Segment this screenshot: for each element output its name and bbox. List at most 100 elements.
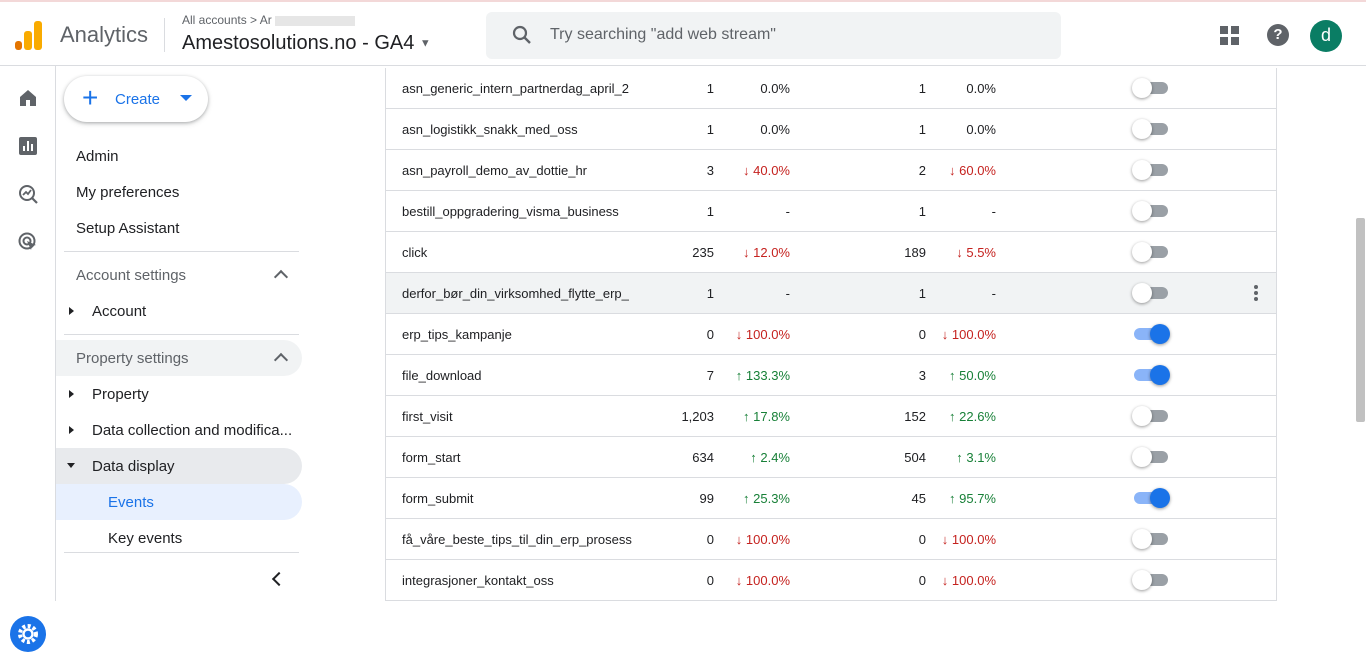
event-name[interactable]: få_våre_beste_tips_til_din_erp_prosess <box>402 532 632 547</box>
event-name[interactable]: form_start <box>402 450 461 465</box>
key-event-toggle[interactable] <box>1132 160 1168 180</box>
nav-events[interactable]: Events <box>108 494 154 511</box>
expand-arrow-icon[interactable] <box>69 390 74 398</box>
more-options-icon[interactable] <box>1254 285 1258 301</box>
event-count: 634 <box>692 450 714 465</box>
event-name[interactable]: first_visit <box>402 409 453 424</box>
key-event-toggle[interactable] <box>1132 119 1168 139</box>
table-row[interactable]: first_visit 1,203 ↑ 17.8% 152 ↑ 22.6% <box>386 396 1276 437</box>
event-name[interactable]: click <box>402 245 428 260</box>
help-icon[interactable]: ? <box>1267 24 1289 46</box>
trend-arrow-icon: ↓ <box>735 573 746 588</box>
search-placeholder[interactable]: Try searching "add web stream" <box>550 26 776 43</box>
account-settings-header[interactable]: Account settings <box>76 267 187 284</box>
key-event-toggle[interactable] <box>1132 570 1168 590</box>
change-value: 95.7% <box>959 491 996 506</box>
key-event-toggle[interactable] <box>1132 283 1168 303</box>
event-name[interactable]: bestill_oppgradering_visma_business <box>402 204 619 219</box>
explore-icon[interactable] <box>18 184 38 204</box>
analytics-logo-icon[interactable] <box>15 20 43 50</box>
home-icon[interactable] <box>18 88 38 108</box>
table-row[interactable]: bestill_oppgradering_visma_business 1 - 1 - <box>386 191 1276 232</box>
key-event-toggle[interactable] <box>1132 242 1168 262</box>
property-settings-header[interactable]: Property settings <box>76 350 189 367</box>
table-row[interactable]: integrasjoner_kontakt_oss 0 ↓ 100.0% 0 ↓ 100… <box>386 560 1276 601</box>
chevron-up-icon[interactable] <box>273 269 289 285</box>
nav-data-collection[interactable]: Data collection and modifica... <box>92 422 293 439</box>
table-row[interactable]: erp_tips_kampanje 0 ↓ 100.0% 0 ↓ 100.0% <box>386 314 1276 355</box>
table-row[interactable]: form_start 634 ↑ 2.4% 504 ↑ 3.1% <box>386 437 1276 478</box>
app-name[interactable]: Analytics <box>60 22 149 47</box>
breadcrumb-text[interactable]: All accounts > Ar <box>182 13 272 27</box>
key-event-toggle[interactable] <box>1132 529 1168 549</box>
table-row[interactable]: asn_logistikk_snakk_med_oss 1 0.0% 1 0.0% <box>386 109 1276 150</box>
event-name[interactable]: asn_payroll_demo_av_dottie_hr <box>402 163 588 178</box>
collapse-arrow-icon[interactable] <box>67 463 75 468</box>
trend-arrow-icon: ↓ <box>949 163 960 178</box>
table-row[interactable]: asn_generic_intern_partnerdag_april_2 1 0.… <box>386 68 1276 109</box>
trend-arrow-icon: ↑ <box>949 409 960 424</box>
trend-arrow-icon: ↓ <box>743 163 754 178</box>
table-row[interactable]: derfor_bør_din_virksomhed_flytte_erp_ 1 - 1… <box>386 273 1276 314</box>
dropdown-arrow-icon[interactable] <box>180 95 192 101</box>
table-row[interactable]: få_våre_beste_tips_til_din_erp_prosess 0 ↓… <box>386 519 1276 560</box>
nav-setup-assistant[interactable]: Setup Assistant <box>76 220 180 237</box>
change-value: - <box>785 286 790 301</box>
reports-icon[interactable] <box>18 136 38 156</box>
chevron-left-icon[interactable] <box>271 571 287 587</box>
event-name[interactable]: asn_logistikk_snakk_med_oss <box>402 122 578 137</box>
expand-arrow-icon[interactable] <box>69 307 74 315</box>
event-count: 1 <box>706 286 714 301</box>
table-row[interactable]: form_submit 99 ↑ 25.3% 45 ↑ 95.7% <box>386 478 1276 519</box>
property-picker[interactable]: Amestosolutions.no - GA4 ▼ <box>182 32 431 55</box>
key-event-toggle[interactable] <box>1134 365 1170 385</box>
nav-account[interactable]: Account <box>92 303 147 320</box>
event-name[interactable]: erp_tips_kampanje <box>402 327 512 342</box>
change-value: - <box>991 286 996 301</box>
key-event-toggle[interactable] <box>1132 78 1168 98</box>
key-event-toggle[interactable] <box>1134 488 1170 508</box>
nav-data-display[interactable]: Data display <box>92 458 175 475</box>
total-users-change: ↑ 22.6% <box>949 409 996 424</box>
left-rail <box>0 66 56 652</box>
event-name[interactable]: asn_generic_intern_partnerdag_april_2 <box>402 81 629 96</box>
nav-my-preferences[interactable]: My preferences <box>76 184 180 201</box>
search-icon <box>512 25 531 44</box>
avatar[interactable]: d <box>1310 20 1342 52</box>
table-row[interactable]: file_download 7 ↑ 133.3% 3 ↑ 50.0% <box>386 355 1276 396</box>
table-row[interactable]: click 235 ↓ 12.0% 189 ↓ 5.5% <box>386 232 1276 273</box>
event-name[interactable]: form_submit <box>402 491 474 506</box>
key-event-toggle[interactable] <box>1132 406 1168 426</box>
breadcrumb[interactable]: All accounts > Ar <box>182 13 356 27</box>
search-bar[interactable]: Try searching "add web stream" <box>486 12 1061 59</box>
table-row[interactable]: asn_payroll_demo_av_dottie_hr 3 ↓ 40.0% 2 ↓ … <box>386 150 1276 191</box>
gear-icon <box>18 624 38 644</box>
advertising-icon[interactable] <box>18 232 38 252</box>
settings-icon[interactable] <box>10 616 46 652</box>
create-button[interactable]: + Create <box>64 76 208 122</box>
nav-key-events[interactable]: Key events <box>108 530 183 547</box>
key-event-toggle[interactable] <box>1134 324 1170 344</box>
event-name[interactable]: derfor_bør_din_virksomhed_flytte_erp_ <box>402 286 629 301</box>
trend-arrow-icon: ↓ <box>941 573 952 588</box>
trend-arrow-icon: ↑ <box>743 491 754 506</box>
event-count-change: ↓ 100.0% <box>736 327 790 342</box>
event-name[interactable]: file_download <box>402 368 482 383</box>
key-event-toggle[interactable] <box>1132 201 1168 221</box>
change-value: 100.0% <box>745 327 790 342</box>
change-value: 100.0% <box>951 573 996 588</box>
nav-property[interactable]: Property <box>92 386 149 403</box>
total-users: 189 <box>904 245 926 260</box>
event-name[interactable]: integrasjoner_kontakt_oss <box>402 573 554 588</box>
change-value: 40.0% <box>753 163 790 178</box>
nav-admin[interactable]: Admin <box>76 148 119 165</box>
key-event-toggle[interactable] <box>1132 447 1168 467</box>
expand-arrow-icon[interactable] <box>69 426 74 434</box>
apps-grid-icon[interactable] <box>1220 26 1240 46</box>
redacted-text <box>275 15 356 26</box>
event-count-change: ↓ 40.0% <box>743 163 790 178</box>
property-name[interactable]: Amestosolutions.no - GA4 <box>182 32 415 54</box>
caret-down-icon[interactable]: ▼ <box>419 37 431 50</box>
trend-arrow-icon: ↓ <box>743 245 754 260</box>
scrollbar[interactable] <box>1356 218 1365 422</box>
